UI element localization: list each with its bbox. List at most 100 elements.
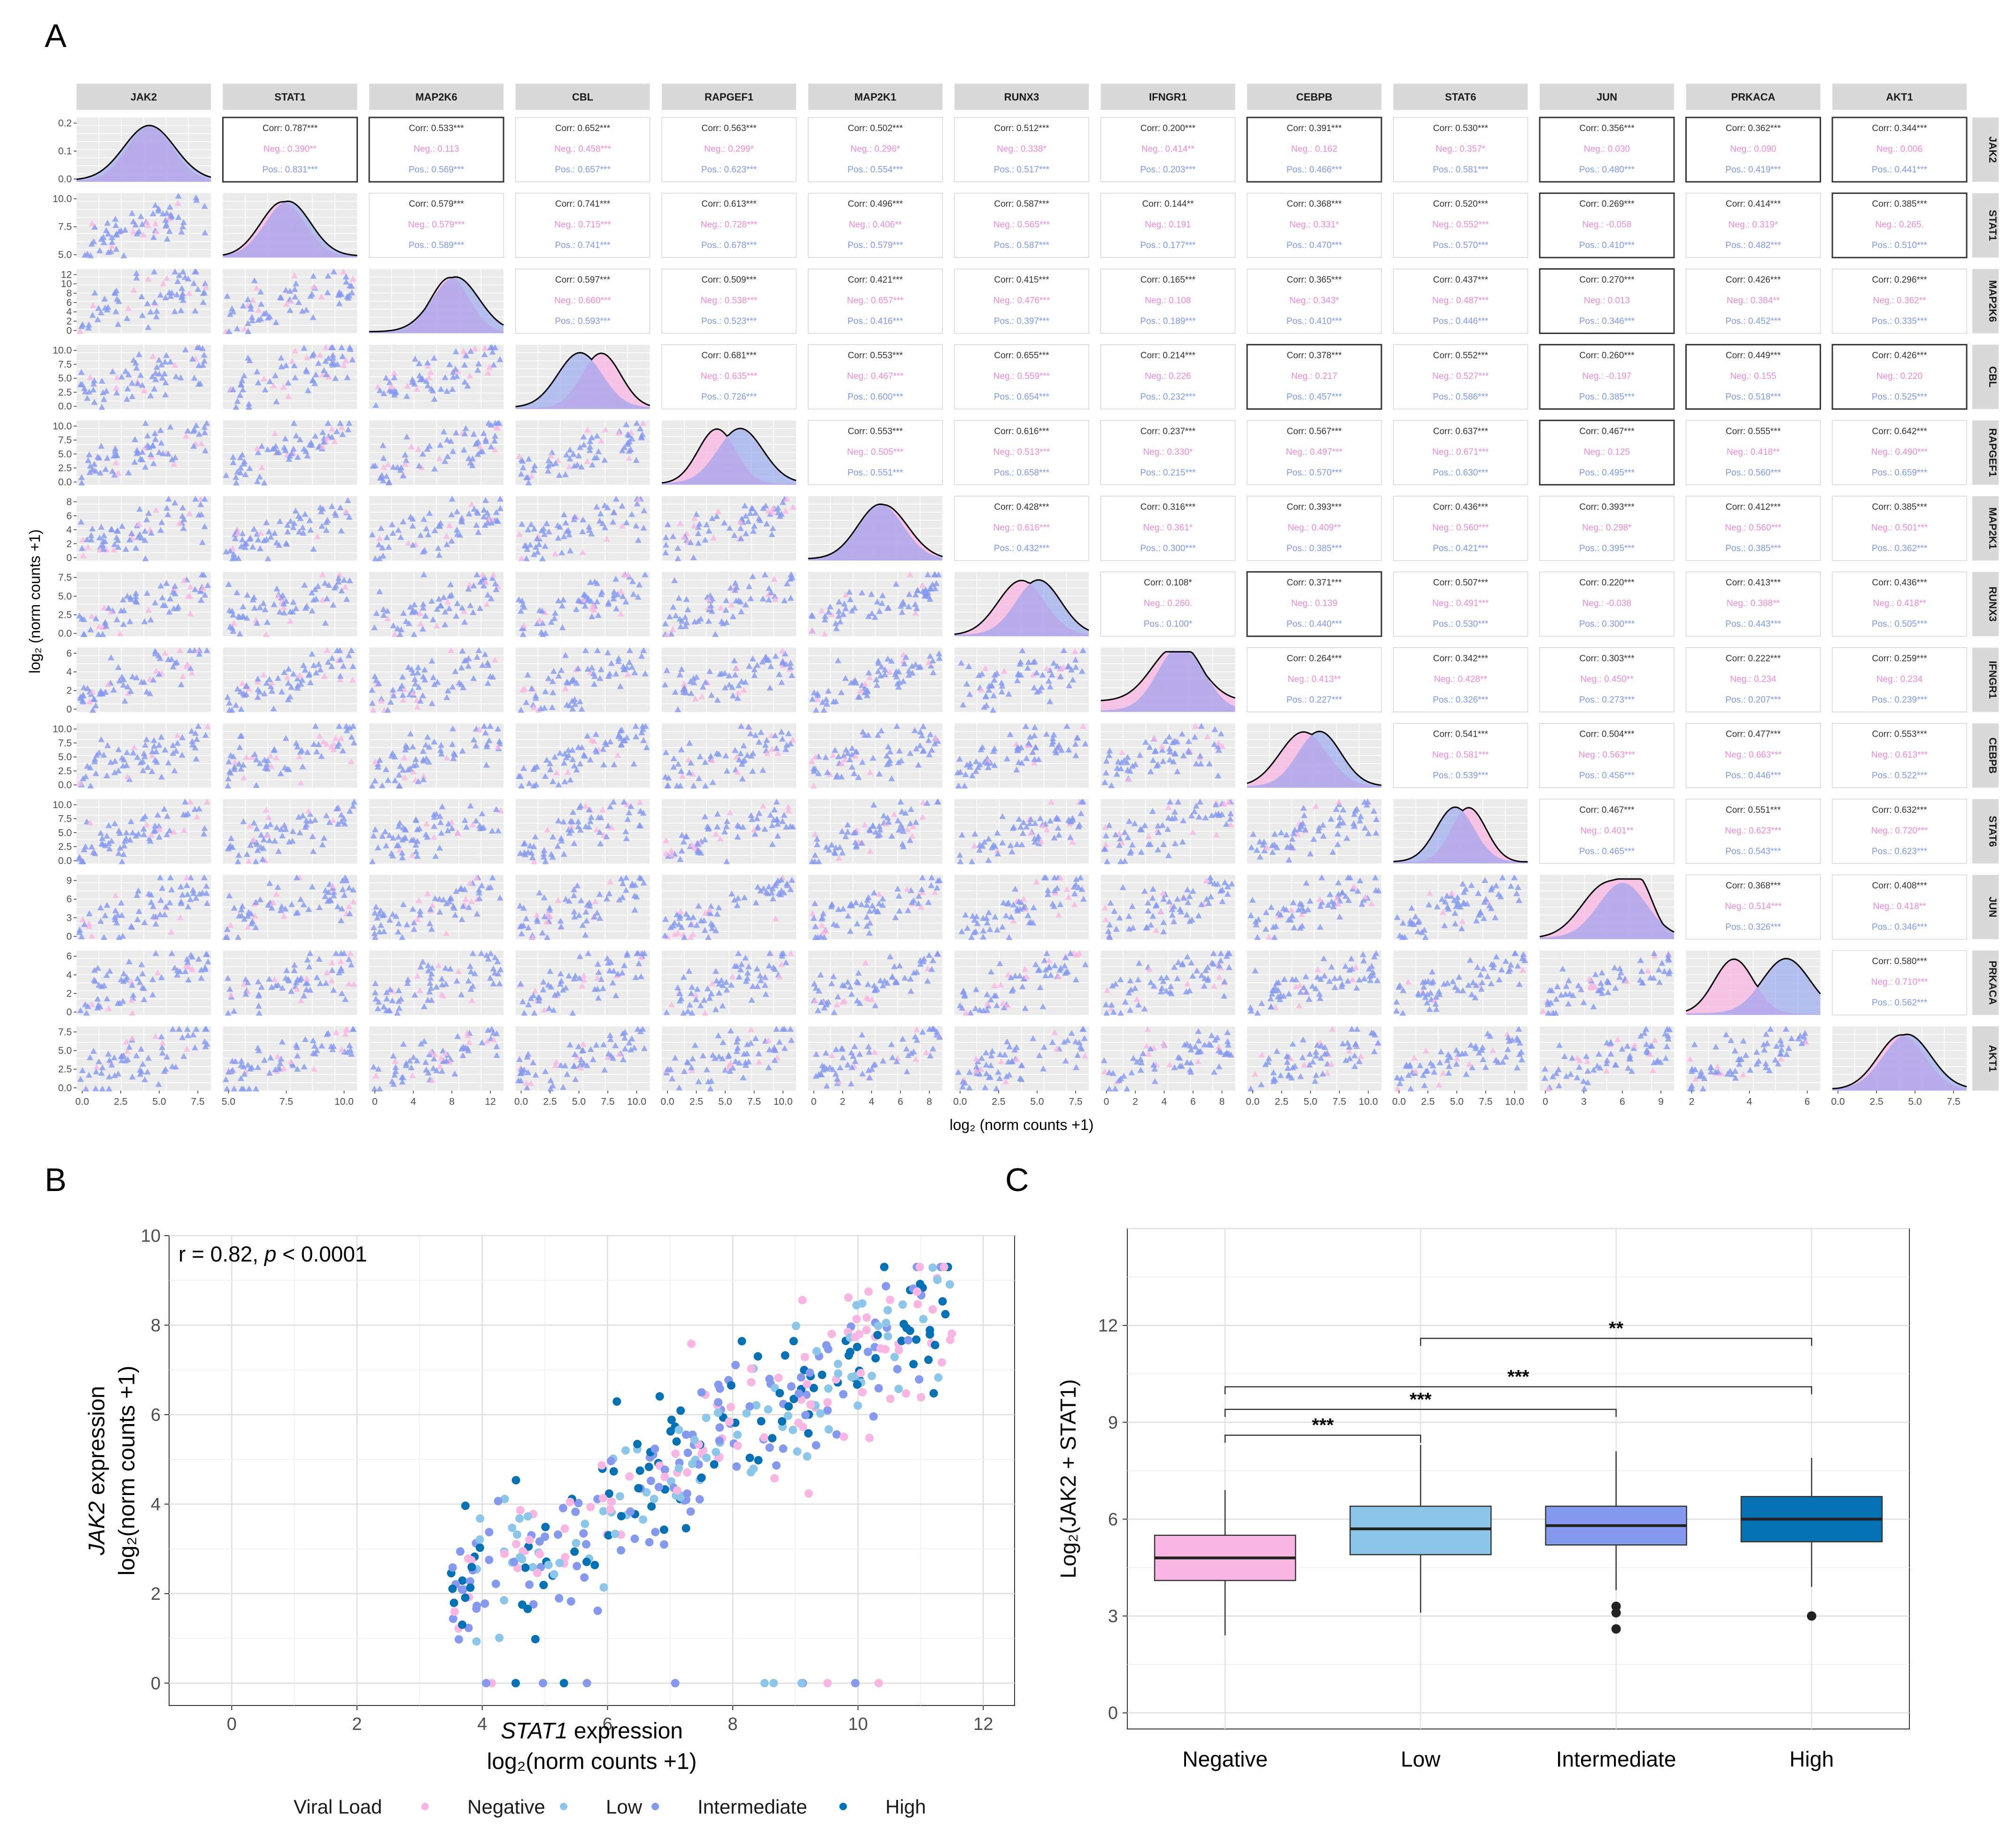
scatter-point bbox=[303, 306, 310, 313]
scatter-point bbox=[319, 443, 326, 450]
scatter-point bbox=[419, 375, 426, 382]
scatter-point bbox=[453, 613, 460, 619]
scatter-point bbox=[558, 549, 566, 555]
scatter-cell-stat6-rapgef1 bbox=[662, 798, 796, 864]
scatter-point bbox=[490, 571, 497, 577]
scatter-point bbox=[538, 527, 545, 533]
corr-negative: Neg.: 0.234 bbox=[1730, 674, 1776, 684]
scatter-point bbox=[258, 443, 265, 449]
scatter-point bbox=[109, 234, 116, 241]
scatter-point bbox=[182, 346, 189, 352]
scatter-point bbox=[144, 218, 151, 225]
cell-border bbox=[1832, 268, 1967, 334]
scatter-point bbox=[636, 581, 643, 588]
scatter-point bbox=[403, 457, 410, 463]
scatter-point bbox=[163, 210, 171, 216]
scatter-point bbox=[309, 290, 316, 297]
scatter-point bbox=[322, 358, 329, 364]
scatter-point bbox=[136, 531, 143, 537]
scatter-point bbox=[378, 525, 385, 531]
scatter-point bbox=[461, 618, 468, 625]
scatter-point bbox=[602, 524, 609, 530]
scatter-point bbox=[467, 348, 474, 354]
scatter-point bbox=[233, 474, 240, 480]
scatter-point bbox=[380, 455, 387, 461]
scatter-point bbox=[237, 392, 244, 398]
scatter-point bbox=[158, 361, 165, 367]
corr-negative: Neg.: 0.458*** bbox=[554, 144, 611, 154]
scatter-point bbox=[541, 531, 548, 537]
scatter-point bbox=[179, 504, 186, 511]
scatter-point bbox=[486, 364, 493, 370]
scatter-point bbox=[338, 344, 345, 350]
corr-cell-rapgef1-cebpb: Corr: 0.567***Neg.: 0.497***Pos.: 0.570*… bbox=[1247, 420, 1382, 485]
scatter-point bbox=[114, 452, 121, 459]
corr-cell-cbl-map2k1: Corr: 0.553***Neg.: 0.467***Pos.: 0.600*… bbox=[807, 344, 943, 410]
corr-negative: Neg.: 0.220 bbox=[1876, 372, 1923, 382]
scatter-point bbox=[162, 294, 169, 301]
scatter-point bbox=[254, 445, 261, 451]
scatter-point bbox=[493, 509, 500, 515]
scatter-point bbox=[586, 527, 593, 533]
scatter-point bbox=[515, 596, 522, 602]
scatter-point bbox=[402, 452, 409, 458]
corr-overall: Corr: 0.597*** bbox=[555, 275, 611, 285]
row-strip-cebpb bbox=[1972, 723, 1999, 788]
corr-negative: Neg.: 0.501*** bbox=[1871, 523, 1928, 533]
scatter-point bbox=[558, 602, 566, 609]
scatter-point bbox=[589, 601, 597, 608]
scatter-point bbox=[611, 588, 618, 595]
scatter-point bbox=[125, 469, 132, 475]
scatter-point bbox=[339, 353, 346, 359]
scatter-point bbox=[300, 530, 307, 536]
scatter-point bbox=[524, 546, 531, 552]
scatter-point bbox=[707, 602, 714, 608]
scatter-point bbox=[397, 534, 404, 540]
column-strip-jak2 bbox=[77, 84, 211, 110]
scatter-point bbox=[328, 359, 335, 366]
scatter-point bbox=[675, 555, 682, 561]
scatter-point bbox=[516, 531, 523, 537]
row-strip-akt1 bbox=[1972, 1026, 1999, 1091]
scatter-point bbox=[152, 599, 159, 606]
scatter-point bbox=[177, 374, 184, 381]
scatter-point bbox=[380, 464, 388, 470]
highlight-box bbox=[1539, 344, 1675, 410]
corr-negative: Neg.: 0.265. bbox=[1875, 220, 1924, 230]
scatter-point bbox=[256, 545, 264, 552]
scatter-point bbox=[424, 445, 431, 452]
scatter-point bbox=[175, 193, 182, 199]
corr-positive: Pos.: 0.227*** bbox=[1287, 695, 1342, 705]
corr-overall: Corr: 0.587*** bbox=[994, 199, 1049, 209]
corr-cell-map2k6-stat6: Corr: 0.437***Neg.: 0.487***Pos.: 0.446*… bbox=[1393, 268, 1528, 334]
corr-overall: Corr: 0.555*** bbox=[1726, 427, 1781, 436]
scatter-point bbox=[153, 506, 160, 513]
corr-overall: Corr: 0.467*** bbox=[1579, 805, 1635, 815]
corr-overall: Corr: 0.504*** bbox=[1579, 730, 1635, 740]
scatter-point bbox=[485, 369, 492, 376]
scatter-point bbox=[666, 613, 673, 620]
scatter-point bbox=[763, 520, 770, 527]
scatter-point bbox=[640, 420, 647, 426]
scatter-point bbox=[241, 326, 248, 332]
scatter-point bbox=[96, 534, 103, 541]
scatter-point bbox=[263, 519, 270, 525]
scatter-point bbox=[273, 585, 280, 592]
corr-overall: Corr: 0.296*** bbox=[1872, 275, 1927, 285]
corr-overall: Corr: 0.616*** bbox=[994, 427, 1049, 436]
scatter-point bbox=[201, 429, 208, 436]
scatter-point bbox=[171, 583, 178, 589]
scatter-point bbox=[386, 478, 393, 485]
scatter-point bbox=[133, 365, 140, 371]
scatter-point bbox=[138, 293, 145, 299]
scatter-point bbox=[114, 374, 121, 380]
scatter-point bbox=[448, 537, 455, 544]
corr-negative: Neg.: 0.388** bbox=[1727, 599, 1780, 608]
scatter-point bbox=[301, 344, 308, 351]
scatter-point bbox=[199, 539, 206, 545]
cell-border bbox=[661, 268, 797, 334]
scatter-point bbox=[139, 449, 146, 455]
corr-positive: Pos.: 0.658*** bbox=[994, 468, 1050, 478]
corr-overall: Corr: 0.436*** bbox=[1433, 502, 1489, 512]
scatter-cell-cbl-stat1 bbox=[223, 344, 357, 410]
